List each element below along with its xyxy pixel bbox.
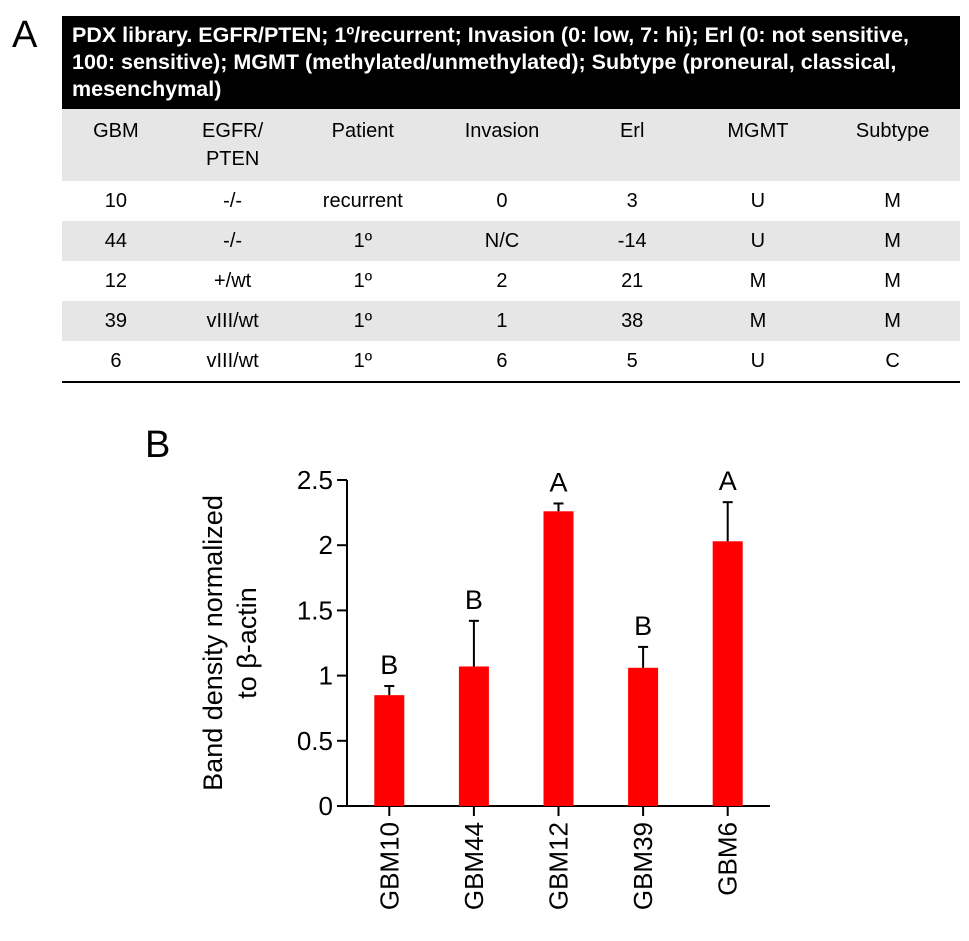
- pdx-data-table: GBM EGFR/ PTEN Patient Invasion Erl MGMT…: [62, 109, 960, 381]
- table-header-row: GBM EGFR/ PTEN Patient Invasion Erl MGMT…: [62, 109, 960, 181]
- panel-a-label: A: [12, 14, 38, 56]
- cell: 1º: [353, 309, 373, 332]
- cell: 2: [496, 269, 508, 292]
- cell: 38: [621, 309, 644, 332]
- y-tick-label: 2: [319, 530, 333, 560]
- cell: +/wt: [213, 269, 252, 292]
- cell: M: [884, 189, 901, 212]
- cell: M: [884, 229, 901, 252]
- cell: 44: [104, 229, 127, 252]
- cell: 6: [110, 349, 122, 372]
- x-tick-label: GBM12: [544, 822, 574, 910]
- cell: U: [750, 349, 766, 372]
- cell: 1: [496, 309, 508, 332]
- table-row: 44 -/- 1º N/C -14 U M: [62, 221, 960, 261]
- panel-b-label: B: [145, 424, 171, 466]
- x-tick-label: GBM6: [713, 822, 743, 896]
- significance-letter: A: [719, 466, 737, 496]
- y-axis-label-line: Band density normalized: [198, 495, 228, 791]
- significance-letter: A: [549, 467, 567, 497]
- cell: 3: [626, 189, 638, 212]
- header-subtype: Subtype: [855, 120, 930, 142]
- cell: N/C: [484, 229, 520, 252]
- cell: M: [749, 269, 767, 292]
- table-row: 12 +/wt 1º 2 21 M M: [62, 261, 960, 301]
- cell: 1º: [353, 269, 373, 292]
- table-bottom-rule: [62, 381, 960, 383]
- cell: 21: [621, 269, 644, 292]
- bar: [712, 541, 743, 806]
- y-tick-label: 1.5: [297, 595, 333, 625]
- y-tick-label: 1: [319, 661, 333, 691]
- pdx-table: PDX library. EGFR/PTEN; 1º/recurrent; In…: [62, 16, 960, 383]
- y-axis-label-line: to β-actin: [232, 587, 262, 699]
- bar: [543, 511, 574, 806]
- cell: vIII/wt: [206, 349, 259, 372]
- cell: M: [749, 309, 767, 332]
- cell: recurrent: [322, 189, 403, 212]
- cell: U: [750, 189, 766, 212]
- table-row: 6 vIII/wt 1º 6 5 U C: [62, 341, 960, 381]
- header-invasion: Invasion: [464, 120, 540, 142]
- cell: 10: [104, 189, 127, 212]
- bar: [374, 695, 405, 806]
- cell: U: [750, 229, 766, 252]
- cell: -14: [617, 229, 647, 252]
- y-tick-label: 0: [319, 791, 333, 821]
- header-gbm: GBM: [93, 120, 139, 142]
- x-tick-label: GBM44: [459, 822, 489, 910]
- cell: M: [884, 269, 901, 292]
- header-patient: Patient: [331, 120, 394, 142]
- x-tick-label: GBM39: [628, 822, 658, 910]
- y-axis-label: Band density normalized to β-actin: [198, 495, 262, 791]
- cell: 5: [626, 349, 638, 372]
- significance-letter: B: [465, 585, 483, 615]
- significance-letter: B: [380, 650, 398, 680]
- header-egfr-pten: EGFR/ PTEN: [202, 120, 264, 170]
- table-row: 39 vIII/wt 1º 1 38 M M: [62, 301, 960, 341]
- y-tick-label: 2.5: [297, 465, 333, 495]
- cell: 1º: [353, 229, 373, 252]
- cell: -/-: [223, 229, 243, 252]
- table-title: PDX library. EGFR/PTEN; 1º/recurrent; In…: [62, 16, 960, 109]
- cell: M: [884, 309, 901, 332]
- cell: 12: [104, 269, 127, 292]
- cell: vIII/wt: [206, 309, 259, 332]
- y-tick-label: 0.5: [297, 726, 333, 756]
- cell: C: [885, 349, 900, 372]
- header-mgmt: MGMT: [727, 120, 789, 142]
- cell: 6: [496, 349, 508, 372]
- header-erl: Erl: [619, 120, 645, 142]
- bar: [628, 667, 659, 806]
- significance-letter: B: [634, 611, 652, 641]
- table-row: 10 -/- recurrent 0 3 U M: [62, 181, 960, 221]
- cell: 39: [104, 309, 127, 332]
- cell: -/-: [223, 189, 243, 212]
- bar: [458, 666, 489, 806]
- x-tick-label: GBM10: [374, 822, 404, 910]
- cell: 1º: [353, 349, 373, 372]
- cell: 0: [496, 189, 508, 212]
